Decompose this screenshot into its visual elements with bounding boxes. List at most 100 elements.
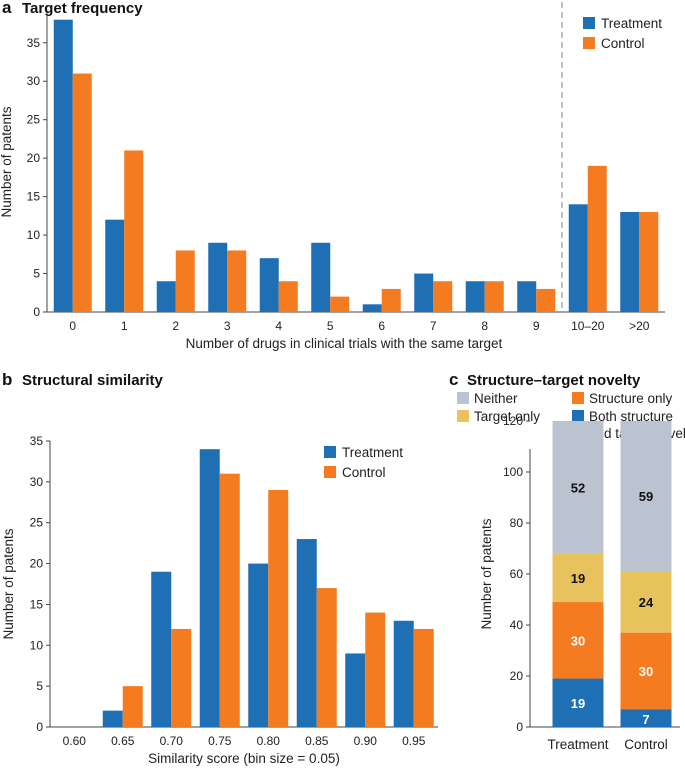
segment-value-label: 19 [571,696,585,711]
panel-b-label: b [2,370,12,389]
treatment-bar-10–20 [568,204,588,312]
x-axis-title: Similarity score (bin size = 0.05) [148,751,340,766]
x-tick-label: 0.65 [111,734,135,748]
x-tick-label: 4 [275,319,282,333]
y-tick-label: 20 [27,151,41,165]
control-bar-0 [72,73,92,313]
legend-label-treatment: Treatment [342,445,403,460]
segment-value-label: 59 [639,489,653,504]
x-tick-label: 0.75 [208,734,232,748]
x-tick-label: 7 [430,319,437,333]
y-tick-label: 30 [27,74,41,88]
treatment-bar-0.80 [248,563,269,727]
control-bar-6 [381,288,401,312]
x-tick-label: 0.85 [305,734,329,748]
control-bar-0.95 [413,628,434,727]
chart-structure-target-novelty: Neither Structure only Target only Both str… [457,391,685,752]
control-bar-7 [433,281,453,312]
y-tick-label: 5 [33,267,40,281]
legend-label-control: Control [601,36,645,51]
control-bar-9 [536,288,556,312]
treatment-bar-0.95 [393,620,414,727]
treatment-bar-0.75 [199,449,220,727]
y-tick-label: 35 [30,434,44,448]
both-segment-control [620,709,672,727]
treatment-bar-0.65 [102,710,123,727]
y-tick-label: 25 [27,113,41,127]
panel-a-title: Target frequency [22,0,143,17]
control-bar-0.70 [171,628,192,727]
x-tick-label: 3 [224,319,231,333]
treatment-bar-0.85 [296,539,317,727]
y-tick-label: 10 [30,638,44,652]
y-tick-label: 30 [30,475,44,489]
control-bar-10–20 [587,165,607,312]
y-tick-label: 35 [27,36,41,50]
treatment-bar-6 [362,304,382,312]
neither-segment-control [620,421,672,572]
treatment-bar->20 [620,212,640,312]
control-bar-4 [278,281,298,312]
y-tick-label: 20 [30,557,44,571]
panel-a-label: a [2,0,12,17]
x-tick-label: 6 [378,319,385,333]
control-bar-8 [484,281,504,312]
segment-value-label: 52 [571,480,585,495]
treatment-bar-0.70 [151,571,172,727]
legend-label-structure-only: Structure only [589,391,673,406]
y-tick-label: 60 [510,567,524,581]
segment-value-label: 30 [639,664,653,679]
treatment-bar-5 [311,242,331,312]
y-tick-label: 15 [30,597,44,611]
control-bar-2 [175,250,195,312]
x-tick-label: 2 [172,319,179,333]
legend-swatch-neither [457,392,469,404]
treatment-bar-0.90 [345,653,366,727]
legend-label-target-only: Target only [474,409,540,424]
y-tick-label: 0 [36,720,43,734]
chart-target-frequency: 0 5 10 15 20 25 30 35 0 1 2 3 4 5 6 7 8 9 10–20 >20 Number o… [0,2,665,351]
y-axis-title: Number of patents [479,518,494,629]
legend-label-neither: Neither [474,391,518,406]
treatment-bar-0 [53,19,73,312]
x-tick-label: 0.90 [354,734,378,748]
x-tick-label: 9 [533,319,540,333]
control-bar-5 [330,296,350,312]
treatment-bar-1 [105,219,125,312]
legend-label-treatment: Treatment [601,16,662,31]
legend-swatch-treatment [583,17,595,29]
legend-swatch-control [583,37,595,49]
treatment-bar-9 [517,281,537,312]
target-only-segment-treatment [552,553,604,603]
legend-swatch-structure-only [572,392,584,404]
x-tick-label: 0.95 [402,734,426,748]
legend-label-control: Control [342,465,386,480]
treatment-bar-2 [156,281,176,312]
x-tick-label: Control [624,737,668,752]
y-tick-label: 40 [510,618,524,632]
y-tick-label: 5 [36,679,43,693]
y-tick-label: 120 [503,414,523,428]
x-tick-label: 1 [121,319,128,333]
y-tick-label: 10 [27,228,41,242]
neither-segment-treatment [552,421,604,554]
x-tick-label: >20 [629,319,650,333]
structure-only-segment-control [620,632,672,710]
x-tick-label: 8 [481,319,488,333]
x-tick-label: 0.60 [63,734,87,748]
panel-c-label: c [449,370,458,389]
control-bar-0.85 [316,588,337,727]
x-tick-label: 0 [69,319,76,333]
y-tick-label: 0 [516,720,523,734]
panel-c-title: Structure–target novelty [467,372,641,389]
control-bar->20 [639,212,659,312]
treatment-bar-3 [208,242,228,312]
legend-label-both: Both structure [589,409,673,424]
x-tick-label: 0.80 [257,734,281,748]
control-bar-0.90 [365,612,386,727]
control-bar-0.65 [122,686,143,727]
x-axis-title: Number of drugs in clinical trials with … [186,336,503,351]
segment-value-label: 24 [639,595,654,610]
treatment-bar-4 [259,258,279,312]
